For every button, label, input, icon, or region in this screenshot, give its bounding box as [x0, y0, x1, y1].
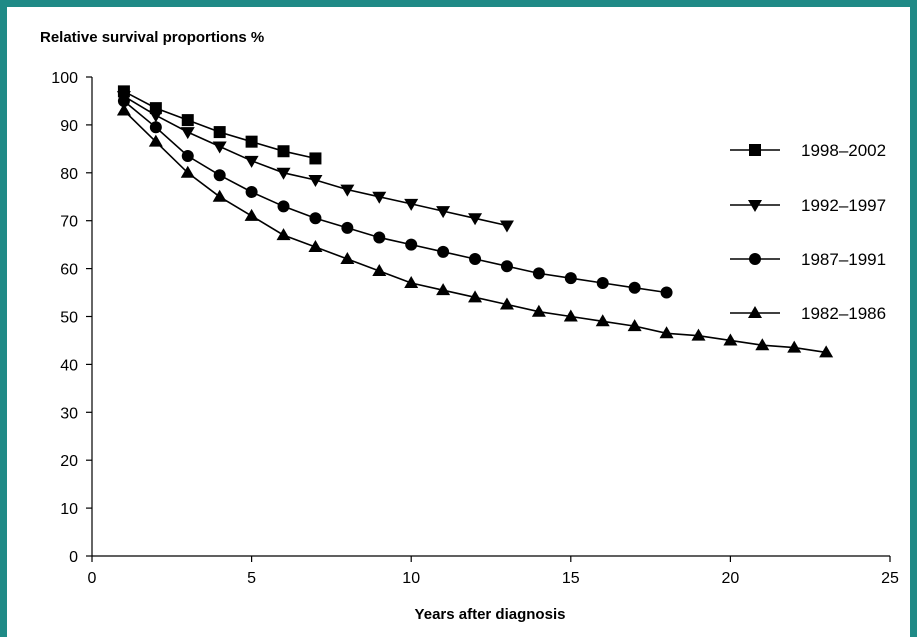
x-tick-label-1: 5 [247, 570, 256, 587]
series-2-point-10 [437, 245, 450, 258]
series-2-point-13 [532, 267, 545, 280]
axes: 0 10 20 30 40 50 60 70 80 90 100 0 5 10 15 20 25 [51, 70, 899, 587]
series-line-3 [123, 109, 827, 354]
series-2-point-17 [660, 286, 673, 299]
series-3-point-8 [372, 263, 387, 276]
series-3-point-14 [563, 309, 578, 322]
legend-marker-0 [749, 144, 761, 156]
series-3-point-17 [659, 326, 674, 339]
series-0-point-3 [213, 126, 226, 139]
legend-label-0: 1998–2002 [801, 141, 886, 160]
series-3-point-9 [404, 275, 419, 288]
series-1-point-11 [468, 213, 483, 226]
x-tick-label-5: 25 [881, 570, 899, 587]
series-3-point-3 [212, 189, 227, 202]
series-3-point-10 [436, 283, 451, 296]
series-1 [116, 91, 514, 233]
x-tick-label-0: 0 [88, 570, 97, 587]
series-1-point-8 [372, 191, 387, 204]
series-3-point-11 [468, 290, 483, 303]
series-1-point-7 [340, 184, 355, 197]
series-3-point-18 [691, 328, 706, 341]
series-2 [117, 94, 673, 299]
series-2-point-8 [373, 231, 386, 244]
legend-entry-2: 1987–1991 [730, 250, 886, 269]
series-layer [116, 85, 834, 358]
legend-entry-1: 1992–1997 [730, 196, 886, 215]
legend-label-1: 1992–1997 [801, 196, 886, 215]
series-2-point-2 [181, 150, 194, 163]
series-3 [116, 103, 834, 358]
legend-label-3: 1982–1986 [801, 304, 886, 323]
series-1-point-3 [212, 141, 227, 154]
series-0-point-6 [309, 152, 322, 165]
series-1-point-12 [499, 220, 514, 233]
y-tick-label-5: 50 [60, 310, 78, 327]
legend-entry-0: 1998–2002 [730, 141, 886, 160]
y-tick-label-6: 60 [60, 262, 78, 279]
y-tick-label-10: 100 [51, 70, 78, 87]
y-tick-label-4: 40 [60, 357, 78, 374]
y-tick-label-1: 10 [60, 501, 78, 518]
series-1-point-6 [308, 174, 323, 187]
series-3-point-13 [531, 304, 546, 317]
series-3-point-19 [723, 333, 738, 346]
legend: 1998–2002 1992–1997 1987–1991 1982–1986 [730, 141, 886, 323]
legend-label-2: 1987–1991 [801, 250, 886, 269]
x-tick-label-3: 15 [562, 570, 580, 587]
series-1-point-9 [404, 198, 419, 211]
legend-marker-2 [749, 253, 761, 265]
series-2-point-1 [149, 121, 162, 134]
series-3-point-1 [148, 134, 163, 147]
series-2-point-9 [405, 238, 418, 251]
series-3-point-0 [116, 103, 131, 116]
y-tick-label-0: 0 [69, 549, 78, 566]
series-1-point-2 [180, 127, 195, 140]
series-0-point-2 [181, 114, 194, 127]
legend-entry-3: 1982–1986 [730, 304, 886, 323]
x-tick-label-4: 20 [722, 570, 740, 587]
series-1-point-5 [276, 167, 291, 180]
series-2-point-0 [117, 94, 130, 107]
series-1-point-1 [148, 110, 163, 123]
series-2-point-11 [469, 253, 482, 266]
series-line-2 [123, 100, 667, 294]
series-3-point-4 [244, 208, 259, 221]
y-tick-label-3: 30 [60, 405, 78, 422]
y-tick-label-9: 90 [60, 118, 78, 135]
series-2-point-6 [309, 212, 322, 225]
legend-marker-1 [748, 200, 762, 212]
series-2-point-15 [596, 276, 609, 289]
series-0-point-4 [245, 135, 258, 148]
series-2-point-14 [564, 272, 577, 285]
series-3-point-12 [499, 297, 514, 310]
series-3-point-20 [755, 338, 770, 351]
y-tick-label-8: 80 [60, 166, 78, 183]
series-2-point-5 [277, 200, 290, 213]
series-2-point-12 [500, 260, 513, 273]
series-2-point-16 [628, 281, 641, 294]
x-axis-title: Years after diagnosis [415, 606, 566, 623]
series-3-point-2 [180, 165, 195, 178]
series-3-point-22 [819, 345, 834, 358]
series-2-point-7 [341, 221, 354, 234]
y-axis-title: Relative survival proportions % [40, 29, 264, 46]
y-tick-label-2: 20 [60, 453, 78, 470]
series-3-point-7 [340, 252, 355, 265]
series-3-point-21 [787, 340, 802, 353]
y-tick-label-7: 70 [60, 214, 78, 231]
series-3-point-6 [308, 240, 323, 253]
x-tick-label-2: 10 [402, 570, 420, 587]
series-0-point-5 [277, 145, 290, 158]
series-3-point-5 [276, 228, 291, 241]
legend-marker-3 [748, 306, 762, 318]
series-2-point-3 [213, 169, 226, 182]
series-3-point-15 [595, 314, 610, 327]
series-1-point-10 [436, 206, 451, 219]
series-3-point-16 [627, 319, 642, 332]
series-2-point-4 [245, 185, 258, 198]
series-1-point-4 [244, 155, 259, 168]
